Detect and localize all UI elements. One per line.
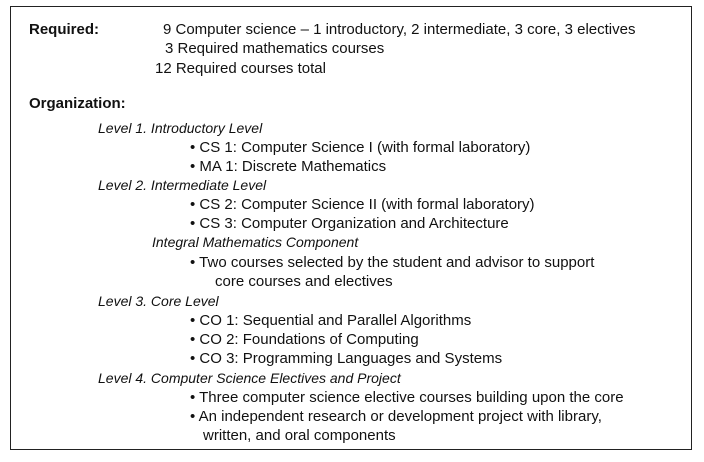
level2-item: • CS 3: Computer Organization and Archit… — [190, 215, 509, 232]
level3-heading: Level 3. Core Level — [98, 293, 219, 309]
level4-heading: Level 4. Computer Science Electives and … — [98, 370, 401, 386]
math-component-item: • Two courses selected by the student an… — [190, 254, 595, 271]
level3-item: • CO 2: Foundations of Computing — [190, 331, 419, 348]
required-line-cs: 9 Computer science – 1 introductory, 2 i… — [163, 21, 636, 38]
level1-heading: Level 1. Introductory Level — [98, 120, 263, 136]
organization-label: Organization: — [29, 95, 126, 112]
required-label: Required: — [29, 21, 100, 38]
math-component-item-cont: core courses and electives — [215, 273, 393, 290]
level4-item: • Three computer science elective course… — [190, 389, 624, 406]
required-line-total: 12 Required courses total — [155, 60, 326, 77]
level2-item: • CS 2: Computer Science II (with formal… — [190, 196, 535, 213]
required-line-math: 3 Required mathematics courses — [165, 40, 385, 57]
curriculum-box — [10, 6, 692, 450]
level2-heading: Level 2. Intermediate Level — [98, 177, 267, 193]
math-component-heading: Integral Mathematics Component — [152, 234, 359, 250]
level4-item-cont: written, and oral components — [203, 427, 396, 444]
level1-item: • MA 1: Discrete Mathematics — [190, 158, 387, 175]
level3-item: • CO 3: Programming Languages and System… — [190, 350, 503, 367]
level1-item: • CS 1: Computer Science I (with formal … — [190, 139, 531, 156]
level4-item: • An independent research or development… — [190, 408, 602, 425]
level3-item: • CO 1: Sequential and Parallel Algorith… — [190, 312, 472, 329]
